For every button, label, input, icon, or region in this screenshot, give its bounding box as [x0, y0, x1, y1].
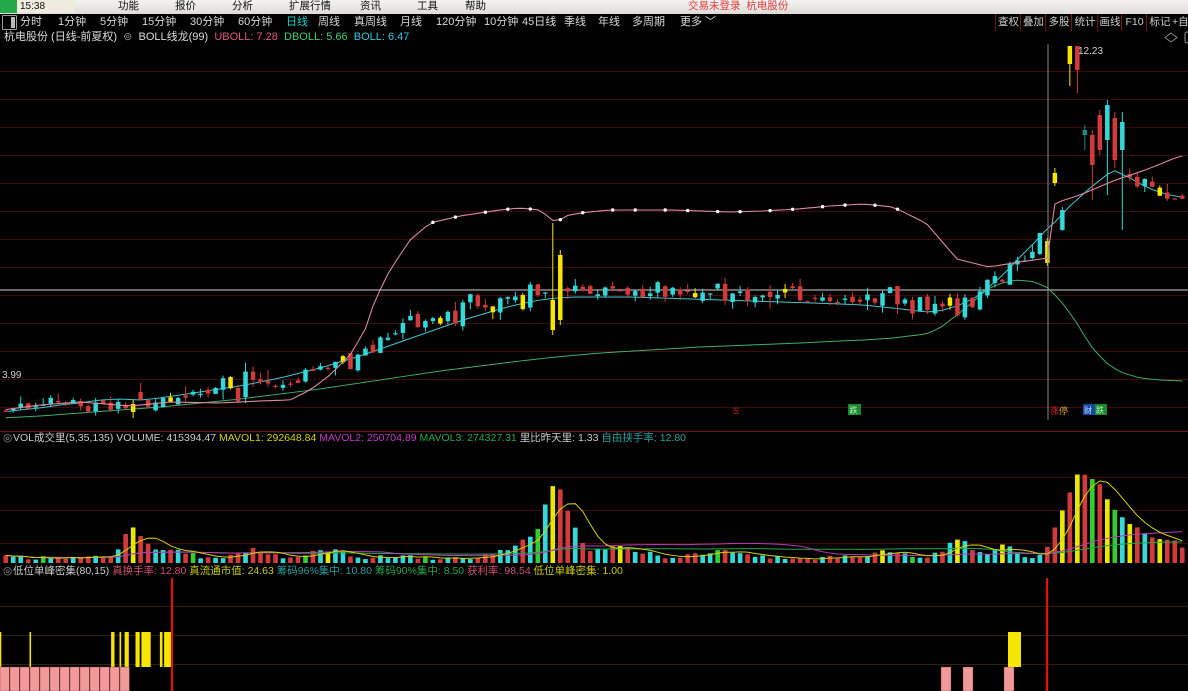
svg-text:跌: 跌	[1096, 405, 1104, 415]
svg-text:12.23: 12.23	[1078, 46, 1103, 57]
svg-text:财: 财	[1084, 405, 1092, 415]
svg-text:跌: 跌	[850, 405, 858, 415]
svg-text:3.99: 3.99	[2, 370, 22, 381]
svg-text:停: 停	[1059, 405, 1068, 416]
svg-text:S: S	[733, 406, 739, 416]
svg-text:涨: 涨	[1050, 406, 1059, 416]
